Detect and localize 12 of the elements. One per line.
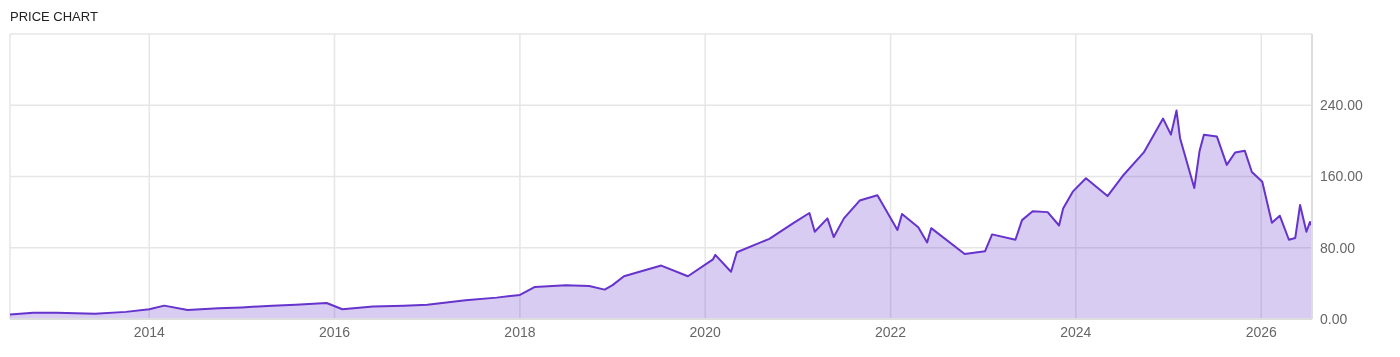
x-tick-label: 2016 — [318, 323, 351, 340]
x-tick-label: 2026 — [1245, 323, 1278, 340]
y-tick-label: 240.00 — [1320, 97, 1364, 114]
y-tick-label: 80.00 — [1320, 239, 1356, 256]
x-tick-label: 2018 — [504, 323, 536, 340]
y-tick-label: 160.00 — [1320, 168, 1364, 185]
x-tick-label: 2020 — [689, 323, 721, 340]
x-tick-label: 2022 — [875, 323, 907, 340]
chart-title: PRICE CHART — [9, 8, 99, 26]
y-tick-label: 0.00 — [1320, 310, 1348, 327]
x-tick-label: 2014 — [133, 323, 166, 340]
x-tick-label: 2024 — [1060, 323, 1092, 340]
